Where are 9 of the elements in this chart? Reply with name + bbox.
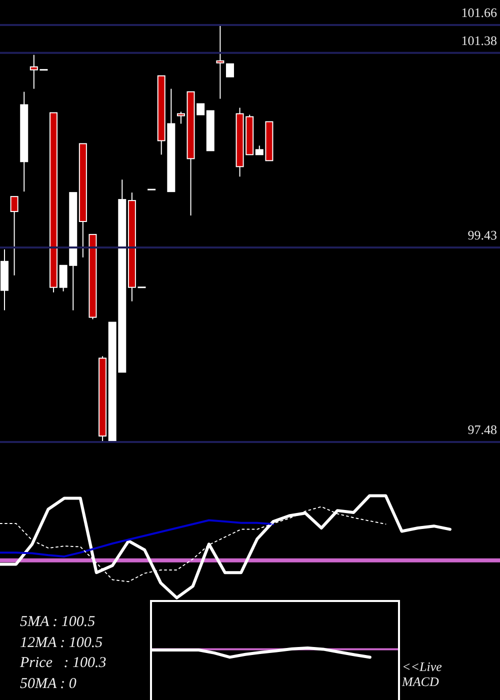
- y-tick-label: 97.48: [468, 422, 497, 437]
- text: 5MA : 100.5: [20, 613, 96, 632]
- text: 50MA : 0: [20, 674, 78, 694]
- y-tick-label: 99.43: [468, 227, 497, 242]
- y-tick-label: 101.38: [461, 32, 497, 48]
- text: Price : 100.3: [20, 654, 108, 673]
- text: <<Live MACD: [402, 659, 443, 689]
- text: 12MA : 100.5: [20, 634, 104, 652]
- y-tick-label: 101.66: [461, 4, 498, 20]
